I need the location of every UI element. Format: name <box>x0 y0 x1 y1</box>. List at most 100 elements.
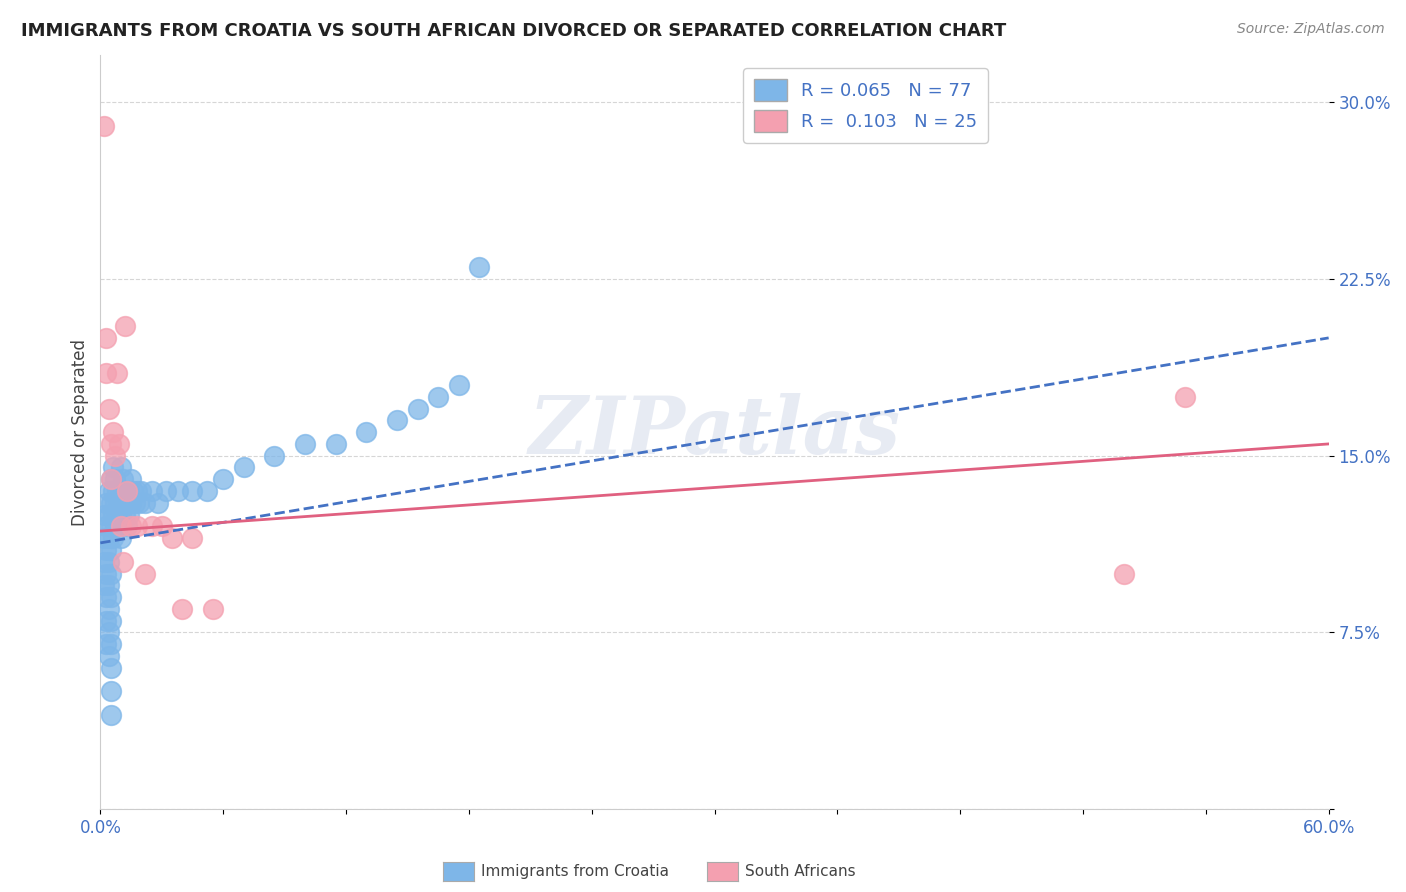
Point <box>1174 390 1197 404</box>
Point <box>294 437 316 451</box>
Point <box>172 602 194 616</box>
Text: ZIPatlas: ZIPatlas <box>529 393 901 471</box>
Point <box>100 496 122 510</box>
Point <box>104 472 127 486</box>
Point <box>93 555 115 569</box>
Point <box>97 531 120 545</box>
Point <box>110 519 132 533</box>
Point <box>141 483 163 498</box>
Point <box>93 531 115 545</box>
Point <box>232 460 254 475</box>
Point <box>105 508 128 522</box>
Point <box>96 637 118 651</box>
Point <box>115 483 138 498</box>
Y-axis label: Divorced or Separated: Divorced or Separated <box>72 339 89 525</box>
Point <box>104 519 127 533</box>
Point <box>114 483 136 498</box>
Point <box>111 555 134 569</box>
Point <box>110 483 132 498</box>
Point <box>120 496 142 510</box>
Point <box>101 460 124 475</box>
Point <box>127 519 149 533</box>
Point <box>356 425 378 439</box>
Point <box>96 519 118 533</box>
Point <box>96 566 118 581</box>
Point <box>93 119 115 133</box>
Point <box>107 496 129 510</box>
Point <box>107 437 129 451</box>
Point <box>118 483 141 498</box>
Point <box>101 508 124 522</box>
Text: IMMIGRANTS FROM CROATIA VS SOUTH AFRICAN DIVORCED OR SEPARATED CORRELATION CHART: IMMIGRANTS FROM CROATIA VS SOUTH AFRICAN… <box>21 22 1007 40</box>
Point <box>93 578 115 592</box>
Point <box>100 543 122 558</box>
Point <box>195 483 218 498</box>
Point <box>150 519 173 533</box>
Point <box>212 472 235 486</box>
Point <box>97 483 120 498</box>
Point <box>406 401 429 416</box>
Point <box>97 648 120 663</box>
Point <box>111 472 134 486</box>
Point <box>447 378 470 392</box>
Point <box>100 519 122 533</box>
Point <box>100 707 122 722</box>
Point <box>97 508 120 522</box>
Point <box>101 425 124 439</box>
Point <box>105 366 128 380</box>
Point <box>385 413 408 427</box>
Point <box>114 508 136 522</box>
Point <box>263 449 285 463</box>
Point <box>97 602 120 616</box>
Point <box>97 401 120 416</box>
Point <box>167 483 190 498</box>
Point <box>146 496 169 510</box>
Point <box>96 614 118 628</box>
Point <box>96 331 118 345</box>
Point <box>97 578 120 592</box>
Point <box>111 496 134 510</box>
Point <box>96 590 118 604</box>
Point <box>100 566 122 581</box>
Point <box>96 496 118 510</box>
Point <box>100 590 122 604</box>
Point <box>97 625 120 640</box>
Point <box>118 508 141 522</box>
Point <box>100 614 122 628</box>
Point <box>1112 566 1135 581</box>
Point <box>141 519 163 533</box>
Text: South Africans: South Africans <box>745 864 856 879</box>
Point <box>325 437 347 451</box>
Text: Source: ZipAtlas.com: Source: ZipAtlas.com <box>1237 22 1385 37</box>
Point <box>114 319 136 334</box>
Point <box>134 566 156 581</box>
Point <box>120 472 142 486</box>
Point <box>128 496 150 510</box>
Point <box>134 496 156 510</box>
Point <box>468 260 491 275</box>
Point <box>120 519 142 533</box>
Point <box>110 508 132 522</box>
Point <box>110 531 132 545</box>
Point <box>110 460 132 475</box>
Legend: R = 0.065   N = 77, R =  0.103   N = 25: R = 0.065 N = 77, R = 0.103 N = 25 <box>744 68 988 143</box>
Point <box>97 555 120 569</box>
Point <box>96 366 118 380</box>
Point <box>127 483 149 498</box>
Point <box>100 472 122 486</box>
Point <box>104 449 127 463</box>
Point <box>100 661 122 675</box>
Point <box>100 637 122 651</box>
Point <box>129 483 152 498</box>
Point <box>115 519 138 533</box>
Point <box>122 483 145 498</box>
Point <box>100 472 122 486</box>
Point <box>100 684 122 698</box>
Point <box>101 531 124 545</box>
Text: Immigrants from Croatia: Immigrants from Croatia <box>481 864 669 879</box>
Point <box>93 508 115 522</box>
Point <box>427 390 450 404</box>
Point <box>124 496 146 510</box>
Point <box>181 483 204 498</box>
Point <box>101 483 124 498</box>
